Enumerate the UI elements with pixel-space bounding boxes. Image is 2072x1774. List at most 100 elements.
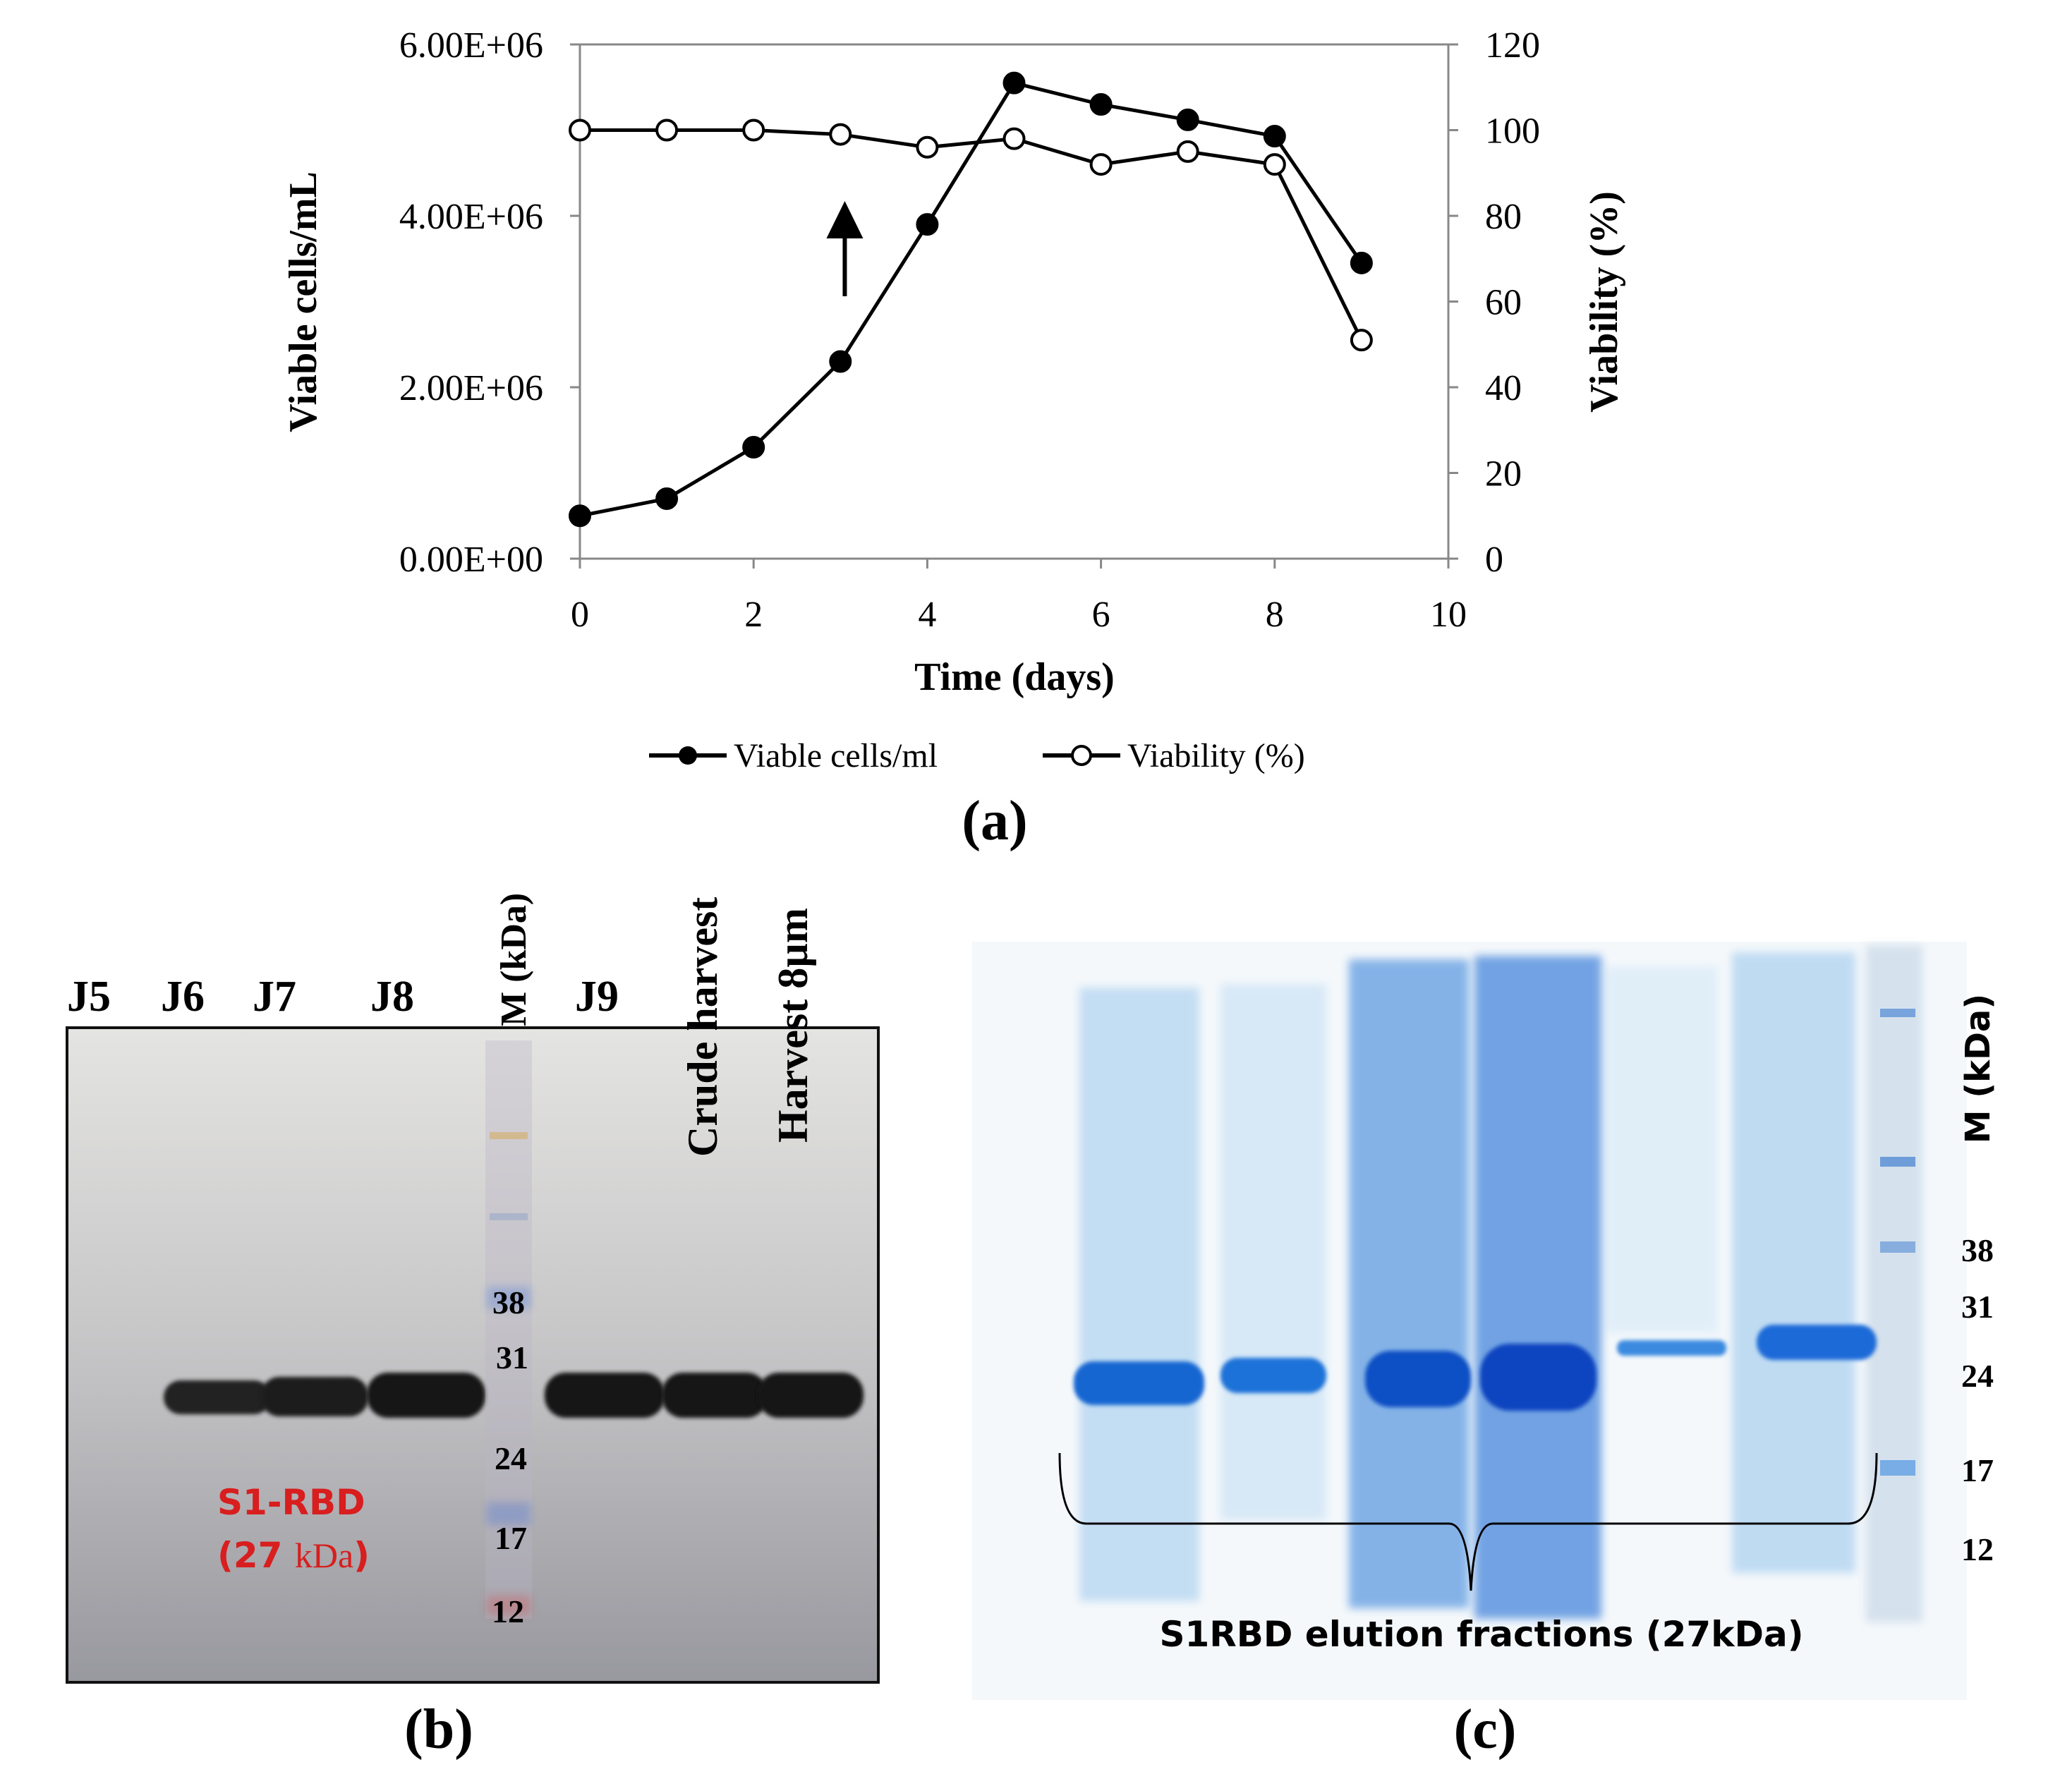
- ladder-band: [490, 1213, 528, 1220]
- viable-cells-point: [1176, 108, 1199, 131]
- viability-point: [1263, 153, 1286, 176]
- lane-2-smear: [1220, 984, 1326, 1520]
- band-j7: [261, 1377, 368, 1416]
- viability-point: [829, 123, 852, 146]
- right-y-tick-label: 60: [1485, 283, 1522, 323]
- gel-band-3: [1365, 1351, 1471, 1407]
- legend-marker-open: [1071, 745, 1092, 766]
- blot-marker-24: 24: [495, 1440, 527, 1476]
- growth-chart: 0 2 4 6 8 10 0.00E+00 2.00E+06 4.00E+06 6.00E+06 0…: [281, 25, 1626, 852]
- lane-4-smear: [1474, 956, 1601, 1619]
- marker-band: [1880, 1157, 1915, 1167]
- elution-bracket: [1058, 1452, 1878, 1591]
- viability-point: [655, 119, 679, 142]
- viable-cells-point: [829, 350, 852, 373]
- series-points: [569, 71, 1373, 528]
- legend-label-viable-cells: Viable cells/ml: [734, 737, 938, 774]
- marker-band: [1880, 1009, 1915, 1017]
- band-size-unit: kDa: [295, 1536, 353, 1575]
- band-size-close: ): [353, 1535, 370, 1576]
- lane-6-smear: [1732, 952, 1855, 1573]
- band-size-value: (27: [217, 1535, 295, 1576]
- sds-page-panel: S1RBD elution fractions (27kDa) M (kDa) …: [972, 942, 1998, 1761]
- legend-marker-filled: [679, 746, 697, 765]
- left-y-tick-label: 4.00E+06: [399, 197, 543, 237]
- lane-label-harvest-8um: Harvest 8µm: [770, 908, 816, 1143]
- gel-band-6: [1757, 1325, 1877, 1360]
- gel-marker-labels: 38 31 24 17 12: [1961, 1232, 1994, 1567]
- blot-marker-12: 12: [492, 1593, 524, 1629]
- ladder-lane: [485, 1040, 532, 1619]
- gel-lane-smears: [1079, 945, 1922, 1622]
- left-y-tick-label: 2.00E+06: [399, 368, 543, 408]
- gel-marker-38: 38: [1961, 1232, 1994, 1268]
- band-annotation-name: S1-RBD: [217, 1482, 365, 1523]
- ladder-band-12: [487, 1596, 531, 1615]
- lane-1-smear: [1079, 988, 1199, 1601]
- lane-label-j5: J5: [67, 973, 111, 1021]
- band-crude-harvest: [662, 1373, 768, 1418]
- viability-point: [1002, 127, 1026, 150]
- lane-label-j8: J8: [370, 973, 414, 1021]
- viable-cells-point: [742, 436, 765, 459]
- gel-marker-12: 12: [1961, 1531, 1994, 1567]
- tick-labels: 0 2 4 6 8 10 0.00E+00 2.00E+06 4.00E+06 6.00E+06 0…: [399, 25, 1540, 635]
- series-line-viable-cells: [579, 80, 1363, 518]
- band-j8: [367, 1373, 485, 1418]
- series-lines: [579, 80, 1364, 518]
- gel-marker-24: 24: [1961, 1358, 1994, 1394]
- viable-cells-point: [1002, 71, 1026, 95]
- blot-marker-38: 38: [492, 1284, 525, 1320]
- left-y-tick-label: 0.00E+00: [399, 540, 543, 580]
- x-tick-label: 8: [1266, 595, 1284, 635]
- marker-band-17: [1880, 1460, 1915, 1476]
- left-y-axis-label: Viable cells/mL: [281, 171, 325, 432]
- gel-band-1: [1074, 1361, 1204, 1405]
- blot-marker-labels: 38 31 24 17 12: [492, 1284, 528, 1629]
- blot-marker-17: 17: [495, 1520, 527, 1556]
- blot-membrane: [66, 1026, 880, 1684]
- viability-point: [916, 135, 939, 159]
- legend: Viable cells/ml Viability (%): [649, 737, 1305, 774]
- viability-point: [1089, 153, 1113, 176]
- marker-band-38: [1880, 1241, 1915, 1253]
- bracket-caption: S1RBD elution fractions (27kDa): [1159, 1614, 1803, 1655]
- viability-point: [1350, 329, 1373, 352]
- lane-3-smear: [1349, 959, 1469, 1608]
- ladder-band: [490, 1132, 528, 1139]
- band-j6: [164, 1380, 271, 1414]
- ladder-band-17: [487, 1502, 531, 1525]
- panel-label-c: (c): [1454, 1699, 1517, 1761]
- x-tick-label: 0: [571, 595, 589, 635]
- band-annotation-size: (27 kDa): [217, 1535, 370, 1576]
- axis-ticks: [570, 43, 1458, 569]
- panel-label-b: (b): [404, 1699, 473, 1761]
- gel-marker-title: M (kDa): [1958, 994, 1998, 1144]
- gel-band-5: [1617, 1340, 1726, 1356]
- gel-marker-31: 31: [1961, 1289, 1994, 1325]
- marker-lane-smear: [1866, 945, 1922, 1622]
- induction-arrow: [826, 201, 864, 296]
- blot-marker-31: 31: [496, 1339, 528, 1375]
- lane-label-j9: J9: [575, 973, 619, 1021]
- lane-label-j6: J6: [161, 973, 205, 1021]
- legend-label-viability: Viability (%): [1127, 737, 1305, 774]
- right-y-axis-label: Viability (%): [1582, 191, 1626, 413]
- viability-point: [742, 119, 765, 142]
- gel-band-4: [1480, 1344, 1597, 1411]
- x-axis-label: Time (days): [914, 655, 1115, 699]
- lane-5-smear: [1605, 966, 1718, 1333]
- western-blot-panel: J5 J6 J7 J8 M (kDa) J9 Crude harvest Har…: [66, 893, 880, 1761]
- lane-label-j7: J7: [253, 973, 296, 1021]
- x-tick-label: 6: [1092, 595, 1110, 635]
- band-j9: [545, 1373, 665, 1418]
- viable-cells-point: [916, 213, 939, 236]
- right-y-tick-label: 120: [1485, 25, 1540, 66]
- viability-point: [1176, 140, 1199, 163]
- viable-cells-point: [1089, 93, 1113, 116]
- viable-cells-point: [1350, 251, 1373, 274]
- viability-point: [569, 119, 591, 142]
- x-tick-label: 4: [918, 595, 936, 635]
- right-y-tick-label: 40: [1485, 368, 1522, 408]
- x-tick-label: 2: [744, 595, 763, 635]
